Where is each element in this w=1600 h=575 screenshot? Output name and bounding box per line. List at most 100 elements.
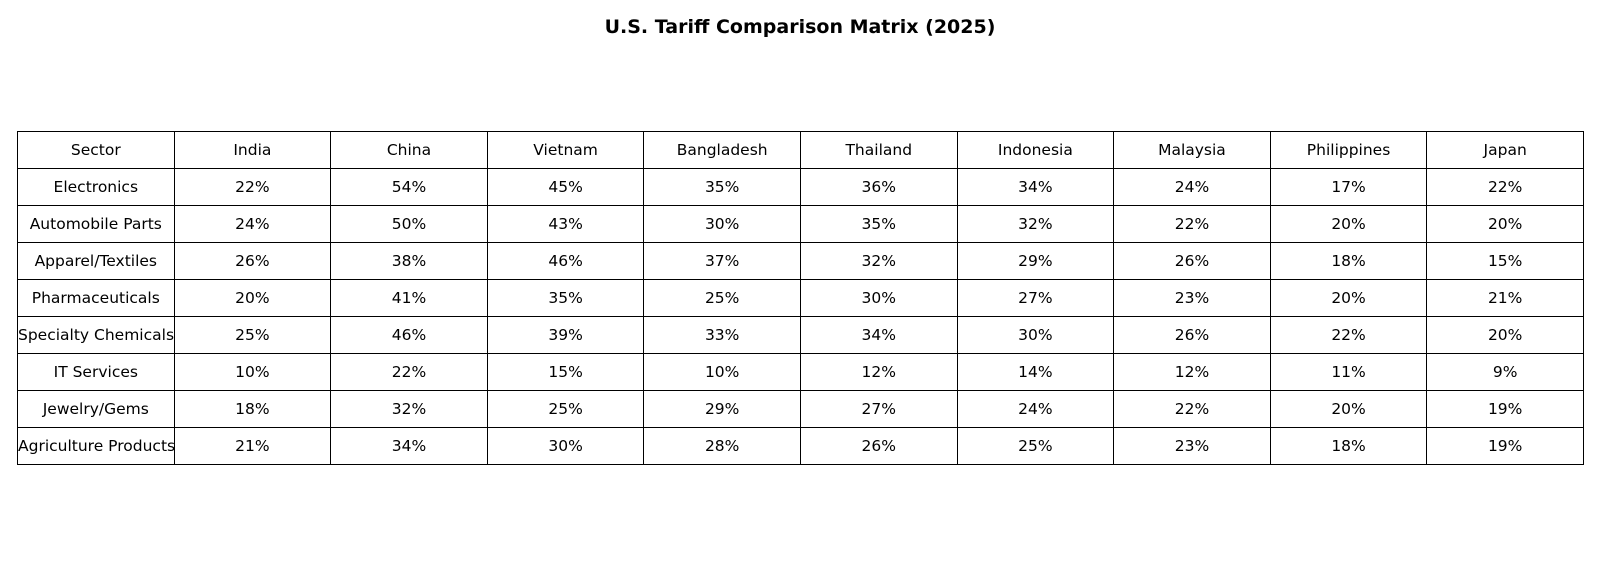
column-header-china: China (330, 131, 488, 169)
tariff-value-cell: 15% (486, 353, 645, 391)
tariff-value-cell: 22% (1113, 205, 1271, 243)
tariff-value-cell: 26% (173, 242, 332, 280)
tariff-value-cell: 11% (1269, 353, 1428, 391)
sector-cell: IT Services (17, 353, 175, 391)
table-row: Specialty Chemicals 25% 46% 39% 33% 34% 30% 26%… (17, 316, 1584, 354)
sector-cell: Jewelry/Gems (17, 390, 175, 428)
sector-cell: Apparel/Textiles (17, 242, 175, 280)
tariff-value-cell: 39% (486, 316, 645, 354)
tariff-value-cell: 32% (330, 390, 488, 428)
tariff-value-cell: 34% (330, 427, 488, 465)
tariff-value-cell: 26% (1113, 316, 1271, 354)
tariff-value-cell: 33% (643, 316, 801, 354)
header-row: Sector India China Vietnam Bangladesh Thailan… (17, 131, 1584, 169)
tariff-value-cell: 25% (486, 390, 645, 428)
table-row: IT Services 10% 22% 15% 10% 12% 14% 12% 11% 9% (17, 353, 1584, 391)
table-row: Apparel/Textiles 26% 38% 46% 37% 32% 29% 26% 18%… (17, 242, 1584, 280)
sector-cell: Automobile Parts (17, 205, 175, 243)
tariff-value-cell: 34% (799, 316, 958, 354)
column-header-philippines: Philippines (1269, 131, 1428, 169)
tariff-value-cell: 21% (173, 427, 332, 465)
column-header-sector: Sector (17, 131, 175, 169)
tariff-value-cell: 27% (956, 279, 1115, 317)
tariff-value-cell: 20% (1269, 205, 1428, 243)
tariff-value-cell: 12% (799, 353, 958, 391)
tariff-value-cell: 20% (1269, 390, 1428, 428)
column-header-india: India (173, 131, 332, 169)
tariff-value-cell: 45% (486, 168, 645, 206)
tariff-value-cell: 17% (1269, 168, 1428, 206)
column-header-japan: Japan (1426, 131, 1584, 169)
tariff-value-cell: 26% (1113, 242, 1271, 280)
tariff-value-cell: 10% (643, 353, 801, 391)
tariff-value-cell: 22% (1269, 316, 1428, 354)
column-header-vietnam: Vietnam (486, 131, 645, 169)
tariff-value-cell: 30% (643, 205, 801, 243)
tariff-value-cell: 41% (330, 279, 488, 317)
tariff-value-cell: 20% (1269, 279, 1428, 317)
tariff-value-cell: 19% (1426, 390, 1584, 428)
tariff-value-cell: 35% (486, 279, 645, 317)
tariff-value-cell: 25% (643, 279, 801, 317)
tariff-value-cell: 18% (1269, 427, 1428, 465)
tariff-value-cell: 30% (486, 427, 645, 465)
tariff-value-cell: 22% (1426, 168, 1584, 206)
tariff-value-cell: 35% (643, 168, 801, 206)
tariff-value-cell: 23% (1113, 427, 1271, 465)
sector-cell: Electronics (17, 168, 175, 206)
tariff-value-cell: 30% (956, 316, 1115, 354)
tariff-value-cell: 15% (1426, 242, 1584, 280)
tariff-value-cell: 14% (956, 353, 1115, 391)
tariff-value-cell: 22% (330, 353, 488, 391)
tariff-value-cell: 24% (956, 390, 1115, 428)
tariff-value-cell: 27% (799, 390, 958, 428)
tariff-value-cell: 46% (486, 242, 645, 280)
table-row: Agriculture Products 21% 34% 30% 28% 26% 25% 23… (17, 427, 1584, 465)
tariff-value-cell: 32% (799, 242, 958, 280)
tariff-value-cell: 37% (643, 242, 801, 280)
column-header-thailand: Thailand (799, 131, 958, 169)
sector-cell: Pharmaceuticals (17, 279, 175, 317)
tariff-value-cell: 28% (643, 427, 801, 465)
tariff-value-cell: 25% (956, 427, 1115, 465)
tariff-value-cell: 38% (330, 242, 488, 280)
tariff-value-cell: 20% (1426, 205, 1584, 243)
chart-title: U.S. Tariff Comparison Matrix (2025) (604, 16, 996, 38)
tariff-value-cell: 18% (173, 390, 332, 428)
tariff-value-cell: 24% (1113, 168, 1271, 206)
table-row: Electronics 22% 54% 45% 35% 36% 34% 24% 17% 22% (17, 168, 1584, 206)
sector-cell: Specialty Chemicals (17, 316, 175, 354)
tariff-value-cell: 30% (799, 279, 958, 317)
tariff-value-cell: 9% (1426, 353, 1584, 391)
tariff-value-cell: 35% (799, 205, 958, 243)
tariff-matrix-table: Sector India China Vietnam Bangladesh Thailan… (17, 131, 1584, 465)
table-body: Electronics 22% 54% 45% 35% 36% 34% 24% 17% 22% Au… (17, 168, 1584, 465)
table-row: Pharmaceuticals 20% 41% 35% 25% 30% 27% 23% 20% 2… (17, 279, 1584, 317)
tariff-value-cell: 36% (799, 168, 958, 206)
tariff-value-cell: 29% (643, 390, 801, 428)
tariff-value-cell: 20% (1426, 316, 1584, 354)
tariff-value-cell: 46% (330, 316, 488, 354)
tariff-value-cell: 54% (330, 168, 488, 206)
column-header-indonesia: Indonesia (956, 131, 1115, 169)
table-row: Automobile Parts 24% 50% 43% 30% 35% 32% 22% 20%… (17, 205, 1584, 243)
tariff-value-cell: 22% (173, 168, 332, 206)
tariff-value-cell: 34% (956, 168, 1115, 206)
column-header-bangladesh: Bangladesh (643, 131, 801, 169)
tariff-value-cell: 12% (1113, 353, 1271, 391)
sector-cell: Agriculture Products (17, 427, 175, 465)
tariff-value-cell: 50% (330, 205, 488, 243)
tariff-value-cell: 10% (173, 353, 332, 391)
tariff-value-cell: 43% (486, 205, 645, 243)
tariff-value-cell: 32% (956, 205, 1115, 243)
tariff-value-cell: 22% (1113, 390, 1271, 428)
tariff-value-cell: 21% (1426, 279, 1584, 317)
table-row: Jewelry/Gems 18% 32% 25% 29% 27% 24% 22% 20% 19% (17, 390, 1584, 428)
tariff-value-cell: 20% (173, 279, 332, 317)
tariff-value-cell: 25% (173, 316, 332, 354)
tariff-value-cell: 29% (956, 242, 1115, 280)
column-header-malaysia: Malaysia (1113, 131, 1271, 169)
tariff-value-cell: 19% (1426, 427, 1584, 465)
tariff-value-cell: 26% (799, 427, 958, 465)
tariff-value-cell: 24% (173, 205, 332, 243)
